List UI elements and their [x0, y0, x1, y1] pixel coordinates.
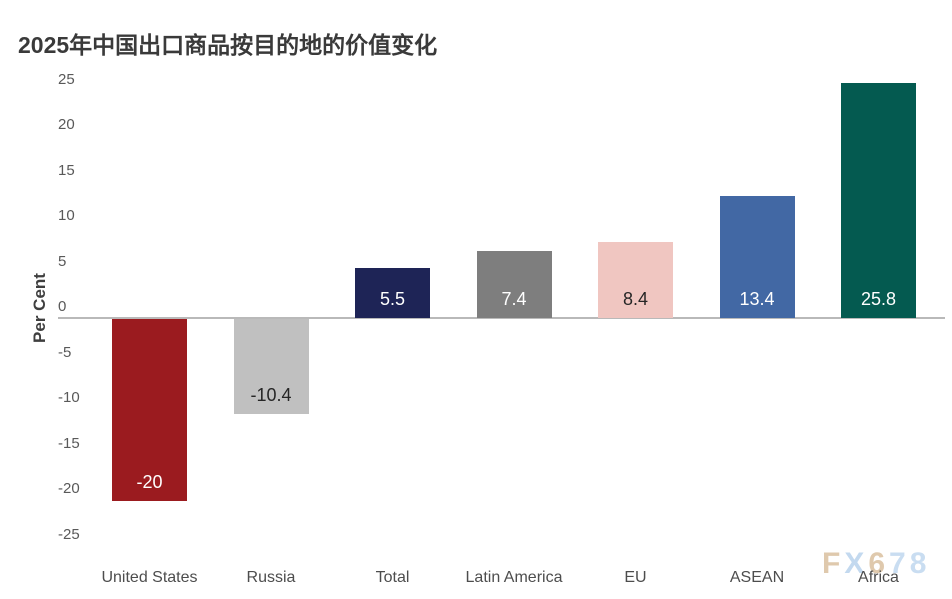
bar-latin-america [476, 250, 552, 318]
y-tick-label: -20 [58, 480, 80, 497]
bar-value-label: 8.4 [622, 289, 649, 309]
watermark-letter: 6 [868, 547, 890, 580]
bar-value-label: 7.4 [501, 289, 527, 309]
watermark-letter: F [822, 547, 845, 580]
y-axis-label: Per Cent [30, 273, 49, 343]
bar-value-label: -10.4 [250, 384, 292, 405]
y-tick-label: -10 [58, 389, 80, 406]
watermark-fx678: FX678 [822, 547, 930, 581]
y-tick-label: 10 [58, 207, 75, 224]
chart-title: 2025年中国出口商品按目的地的价值变化 [18, 32, 438, 58]
bar-total [355, 267, 430, 318]
bar-russia [233, 319, 309, 414]
x-tick-label: ASEAN [729, 569, 785, 586]
x-axis-zero-line [58, 317, 945, 319]
bar-eu [598, 241, 673, 318]
x-tick-label: Total [375, 569, 410, 586]
bar-asean [719, 196, 795, 318]
y-tick-label: 15 [58, 161, 75, 179]
x-tick-label: United States [101, 569, 198, 586]
y-tick-label: -25 [58, 525, 80, 543]
x-tick-label: Africa [858, 569, 899, 586]
bar-value-label: 13.4 [739, 289, 775, 309]
y-tick-label: 20 [58, 116, 75, 133]
y-tick-label: -5 [58, 343, 72, 361]
watermark-letter: 8 [909, 547, 931, 580]
bar-value-label: -20 [136, 472, 163, 492]
y-tick-label: 0 [58, 298, 67, 315]
watermark-letter: 7 [889, 547, 910, 580]
y-tick-label: 5 [58, 252, 67, 270]
x-tick-label: Russia [246, 569, 296, 586]
bar-africa [841, 83, 916, 318]
y-tick-label: -15 [58, 434, 80, 452]
bar-value-label: 5.5 [379, 289, 406, 309]
y-tick-label: 25 [58, 70, 75, 88]
bar-value-label: 25.8 [860, 289, 897, 309]
watermark-letter: X [844, 547, 869, 580]
x-tick-label: EU [624, 569, 647, 586]
x-tick-label: Latin America [465, 569, 563, 586]
bar-united-states [112, 319, 187, 501]
